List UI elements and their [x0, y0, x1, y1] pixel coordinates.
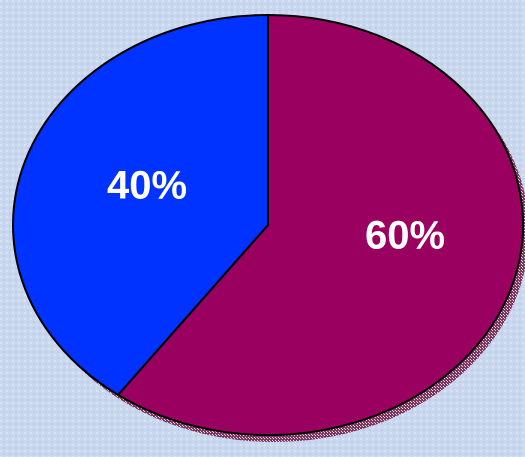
pie-slice-2 [12, 13, 269, 397]
slice-label-1: 60% [365, 214, 445, 258]
slice-label-2: 40% [107, 164, 187, 208]
pie-slice-1 [116, 13, 524, 436]
pie-layer: 60% 40% [12, 13, 525, 442]
